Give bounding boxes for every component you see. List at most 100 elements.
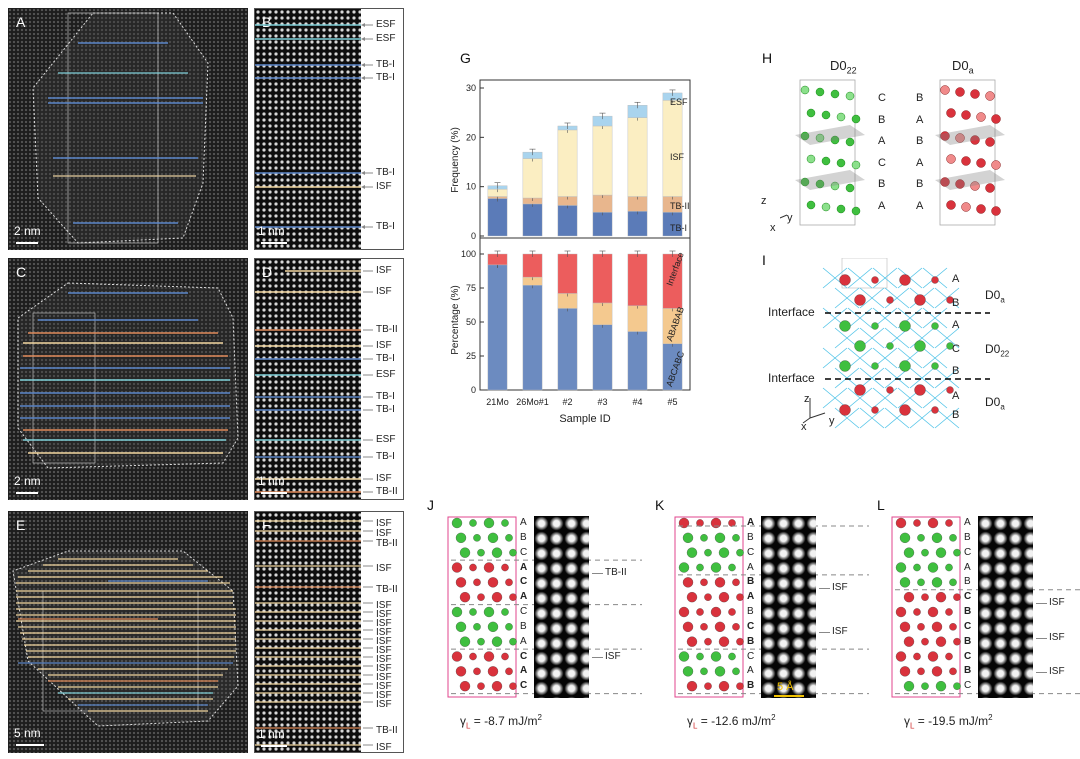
panel-i-interface-bottom: Interface: [768, 371, 815, 385]
atom: [509, 548, 517, 557]
h-atom-red: [970, 89, 980, 99]
panel-c-scalebar: [16, 492, 38, 494]
atom: [700, 623, 708, 631]
atom: [935, 681, 947, 692]
chart-x-tick-label: #5: [667, 397, 677, 407]
i-atom-red: [854, 384, 866, 396]
panel-k-stack-letter: A: [747, 561, 754, 573]
h-atom-red: [946, 200, 956, 210]
chart-series-label: ISF: [670, 152, 685, 162]
panel-f-fault-11: ISF: [376, 654, 392, 665]
i-atom-green: [871, 362, 879, 370]
panel-f-fault-14: ISF: [376, 681, 392, 692]
i-stack-letter: A: [952, 319, 960, 331]
panel-f-scalebar: [261, 745, 287, 747]
atom: [732, 534, 740, 542]
panel-h-left-title-text: D0: [830, 58, 847, 73]
panel-d-fault-5: ESF: [376, 369, 396, 380]
atom: [459, 636, 471, 647]
atom: [696, 652, 704, 661]
panel-i-phase-top-text: D0: [985, 288, 1001, 302]
atom: [921, 548, 929, 557]
panel-j-stack-letter: C: [520, 650, 528, 662]
panel-d-fault-3: ISF: [376, 340, 392, 351]
h-right-stack-letter: B: [916, 135, 924, 147]
atom: [682, 577, 694, 588]
atom: [700, 578, 708, 587]
panel-b-frame: [254, 8, 404, 250]
chart-bar-segment: [487, 264, 508, 391]
atom: [953, 593, 961, 601]
panel-j-fault-arrow: [592, 657, 603, 659]
h-atom-red: [955, 133, 965, 143]
panel-l-stack-letter: C: [964, 591, 972, 603]
panel-i-phase-bot-sub: a: [1000, 402, 1005, 412]
panel-a-scale-text: 2 nm: [14, 224, 41, 238]
atom: [899, 621, 911, 632]
chart-bar-segment: [627, 211, 648, 237]
i-atom-green: [839, 360, 851, 372]
h-atom-red: [946, 154, 956, 164]
i-stack-letter: C: [952, 343, 960, 355]
panel-b-image: [255, 9, 361, 249]
atom: [935, 592, 947, 603]
atom: [459, 592, 471, 603]
panel-f-fault-9: ISF: [376, 636, 392, 647]
atom: [483, 562, 495, 573]
atom: [949, 623, 957, 631]
atom: [917, 623, 925, 631]
panel-f-fault-13: ISF: [376, 672, 392, 683]
panel-h-left-title: D022: [830, 58, 857, 76]
atom: [455, 621, 467, 632]
atom: [451, 517, 463, 529]
atom: [477, 637, 485, 646]
atom: [459, 547, 471, 558]
panel-c-label: C: [16, 264, 27, 280]
atom: [451, 651, 463, 662]
panel-f-image: [255, 512, 361, 752]
chart-x-tick-label: #4: [632, 397, 642, 407]
atom: [736, 637, 744, 646]
atom: [483, 606, 495, 618]
panel-i-interface-top: Interface: [768, 305, 815, 319]
panel-h-right-title-sub: a: [968, 65, 974, 76]
i-atom-red: [946, 386, 954, 394]
panel-f-fault-7: ISF: [376, 618, 392, 629]
i-atom-red: [839, 274, 851, 286]
panel-i-phase-bot: D0a: [985, 395, 1005, 411]
atom: [509, 682, 517, 690]
atom: [927, 606, 939, 618]
h-atom-red: [970, 135, 980, 145]
panel-l-label: L: [877, 497, 885, 513]
atom: [469, 519, 477, 527]
atom: [935, 547, 947, 558]
panel-c-overlay: [17, 282, 239, 469]
panel-d-image: [255, 259, 361, 499]
atom: [710, 606, 722, 618]
chart-bar-segment: [522, 203, 543, 237]
h-right-stack-letter: A: [916, 156, 924, 169]
panel-l-stack-letter: C: [964, 650, 972, 662]
panel-i-axis-y: y: [829, 415, 835, 427]
atom: [949, 578, 957, 587]
i-atom-red: [946, 296, 954, 304]
atom: [487, 532, 499, 543]
i-atom-green: [946, 342, 954, 350]
chart-bar-segment: [592, 302, 613, 325]
h-atom-red: [970, 181, 980, 191]
h-left-stack-letter: A: [878, 135, 886, 147]
h-right-stack-letter: A: [916, 113, 924, 126]
atom: [455, 577, 467, 588]
atom: [509, 593, 517, 601]
chart-y-tick-label: 25: [466, 351, 476, 361]
i-atom-red: [931, 276, 939, 284]
panel-k-stack-letter: B: [747, 680, 755, 692]
atom: [913, 652, 921, 661]
panel-f-frame: [254, 511, 404, 753]
i-stack-letter: A: [952, 273, 960, 285]
panel-j-label: J: [427, 497, 434, 513]
atom: [682, 532, 694, 543]
i-atom-red: [886, 296, 894, 304]
panel-d-fault-7: TB-I: [376, 404, 395, 415]
atom: [903, 681, 915, 692]
